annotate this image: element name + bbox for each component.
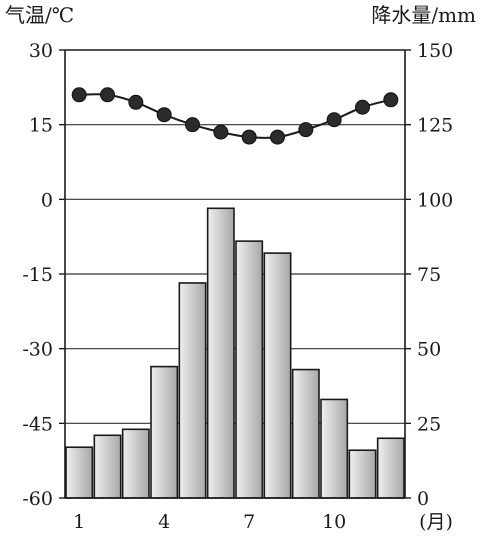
temperature-point [383,92,399,108]
temperature-line [71,87,399,145]
x-axis-label: (月) [419,511,453,533]
temperature-point [213,124,229,140]
right-tick-label: 25 [417,413,441,435]
left-tick-label: -45 [22,413,53,435]
precipitation-bars [65,207,405,499]
left-tick-label: 30 [29,40,53,62]
left-axis-title: 气温/℃ [5,3,74,27]
left-tick-label: 0 [41,189,53,211]
right-tick-label: 125 [417,115,453,137]
temperature-point [71,87,87,103]
temperature-point [185,117,200,133]
left-tick-label: -30 [22,339,53,361]
left-tick-label: -15 [22,264,53,286]
temperature-point [270,129,285,145]
left-tick-label: -60 [22,488,53,510]
temperature-point [326,112,342,128]
temperature-point [355,99,370,115]
temperature-point [298,122,314,138]
right-axis-title: 降水量/mm [371,3,476,27]
left-tick-label: 15 [29,115,53,137]
precipitation-bar [320,398,349,499]
precipitation-bar [178,282,207,499]
right-tick-label: 100 [417,189,453,211]
precipitation-bar [235,240,264,499]
precipitation-bar [263,252,292,499]
temperature-curve [79,93,392,139]
precipitation-bar [348,449,377,499]
right-tick-label: 50 [417,339,441,361]
precipitation-bar [65,446,94,499]
precipitation-bar [206,207,235,499]
temperature-point [156,107,172,123]
precipitation-bar [93,434,122,499]
x-tick-label: 7 [243,511,255,533]
precipitation-bar [291,368,320,499]
temperature-point [241,129,257,145]
precipitation-bar [150,365,179,499]
right-tick-label: 150 [417,40,453,62]
temperature-point [100,87,115,103]
temperature-point [128,94,144,110]
axes [59,49,411,499]
x-tick-label: 10 [322,511,346,533]
right-tick-label: 0 [417,488,429,510]
precipitation-bar [376,437,405,499]
x-tick-label: 4 [158,511,170,533]
x-tick-label: 1 [73,511,85,533]
gridlines [65,124,405,424]
precipitation-bar [121,428,150,499]
right-tick-label: 75 [417,264,441,286]
